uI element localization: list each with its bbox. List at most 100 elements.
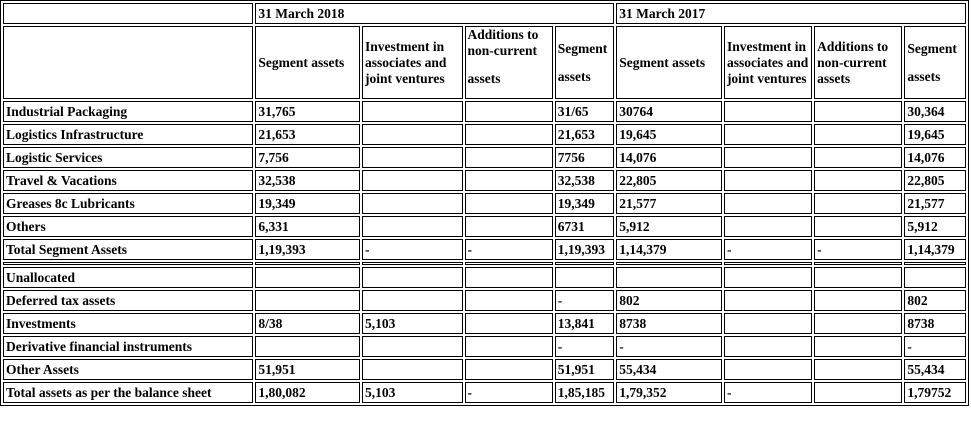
table-row: Travel & Vacations 32,538 32,538 22,805 22,8…	[3, 170, 966, 191]
table-cell	[361, 267, 463, 288]
table-cell	[464, 336, 553, 357]
table-cell: -	[554, 336, 615, 357]
row-label: Deferred tax assets	[3, 290, 254, 311]
header-blank-cell	[3, 26, 254, 99]
table-cell: 13,841	[554, 313, 615, 334]
row-label: Greases 8c Lubricants	[3, 193, 254, 214]
table-cell: 6731	[554, 216, 615, 237]
table-cell	[361, 124, 463, 145]
table-cell	[814, 313, 903, 334]
table-cell: 32,538	[255, 170, 360, 191]
table-cell	[464, 216, 553, 237]
table-cell: 8/38	[255, 313, 360, 334]
table-cell: 51,951	[255, 359, 360, 380]
table-cell	[361, 359, 463, 380]
table-cell	[361, 216, 463, 237]
separator-cell	[554, 262, 615, 265]
table-cell: -	[464, 239, 553, 260]
header-blank-cell	[3, 3, 254, 24]
table-row: Derivative financial instruments - - -	[3, 336, 966, 357]
table-cell: 55,434	[616, 359, 722, 380]
col-2018-additions-label: Additions to non-current	[467, 27, 539, 58]
table-cell: 1,79,352	[616, 382, 722, 403]
table-cell	[464, 359, 553, 380]
table-cell	[464, 290, 553, 311]
table-cell	[255, 290, 360, 311]
table-cell: 21,653	[554, 124, 615, 145]
table-cell	[723, 193, 813, 214]
table-cell	[723, 124, 813, 145]
separator-cell	[814, 262, 903, 265]
table-cell: 32,538	[554, 170, 615, 191]
table-cell: 8738	[616, 313, 722, 334]
table-cell	[361, 336, 463, 357]
table-cell	[814, 382, 903, 403]
table-cell: 21,653	[255, 124, 360, 145]
row-label: Unallocated	[3, 267, 254, 288]
table-cell: -	[814, 239, 903, 260]
header-row-periods: 31 March 2018 31 March 2017	[3, 3, 966, 24]
table-cell	[554, 267, 615, 288]
table-cell	[814, 336, 903, 357]
table-cell: -	[554, 290, 615, 311]
segment-assets-table: 31 March 2018 31 March 2017 Segment asse…	[0, 0, 969, 406]
col-2018-segment-assets-label: assets	[557, 68, 591, 84]
table-row: Investments 8/38 5,103 13,841 8738 8738	[3, 313, 966, 334]
table-cell	[464, 124, 553, 145]
col-2018-segment-total: Segment assets	[554, 26, 615, 99]
row-label: Logistic Services	[3, 147, 254, 168]
table-row: Deferred tax assets -802 802	[3, 290, 966, 311]
table-cell	[814, 147, 903, 168]
row-label: Others	[3, 216, 254, 237]
table-cell	[814, 267, 903, 288]
table-row: Industrial Packaging 31,765 31/65 30764 30,3…	[3, 101, 966, 122]
table-cell	[904, 267, 966, 288]
table-cell: 5,912	[616, 216, 722, 237]
col-2017-segment-assets: Segment assets	[616, 26, 722, 99]
table-cell: 6,331	[255, 216, 360, 237]
table-cell: 21,577	[616, 193, 722, 214]
table-cell	[814, 216, 903, 237]
table-cell: 55,434	[904, 359, 966, 380]
table-cell: -	[361, 239, 463, 260]
table-cell	[723, 313, 813, 334]
separator-cell	[3, 262, 254, 265]
table-row: Unallocated	[3, 267, 966, 288]
row-label: Travel & Vacations	[3, 170, 254, 191]
table-cell: 22,805	[616, 170, 722, 191]
table-cell: 51,951	[554, 359, 615, 380]
table-row: Total assets as per the balance sheet 1,8…	[3, 382, 966, 403]
table-cell: 8738	[904, 313, 966, 334]
table-cell	[361, 147, 463, 168]
table-cell: 1,14,379	[904, 239, 966, 260]
table-row: Logistics Infrastructure 21,653 21,653 19,6…	[3, 124, 966, 145]
col-2018-segment-label: Segment	[557, 40, 608, 56]
table-row: Total Segment Assets 1,19,393- -1,19,393 1,…	[3, 239, 966, 260]
table-cell: 22,805	[904, 170, 966, 191]
col-2018-investment-associates: Investment in associates and joint ventu…	[361, 26, 463, 99]
separator-cell	[723, 262, 813, 265]
table-cell: 31/65	[554, 101, 615, 122]
table-row: Greases 8c Lubricants 19,349 19,349 21,577 2…	[3, 193, 966, 214]
table-cell	[723, 147, 813, 168]
table-row: Other Assets 51,951 51,951 55,434 55,434	[3, 359, 966, 380]
table-cell	[814, 170, 903, 191]
header-row-columns: Segment assets Investment in associates …	[3, 26, 966, 99]
table-cell	[464, 313, 553, 334]
table-cell	[464, 193, 553, 214]
table-cell: 1,14,379	[616, 239, 722, 260]
table-cell	[361, 290, 463, 311]
table-cell: 14,076	[616, 147, 722, 168]
table-cell: 19,645	[904, 124, 966, 145]
table-cell: 14,076	[904, 147, 966, 168]
col-2017-segment-total: Segment assets	[904, 26, 966, 99]
col-2017-investment-associates: Investment in associates and joint ventu…	[723, 26, 813, 99]
table-cell: 802	[904, 290, 966, 311]
table-cell	[814, 359, 903, 380]
row-label: Investments	[3, 313, 254, 334]
table-cell	[464, 170, 553, 191]
table-cell: 30,364	[904, 101, 966, 122]
row-label: Total assets as per the balance sheet	[3, 382, 254, 403]
table-cell	[723, 101, 813, 122]
separator-cell	[464, 262, 553, 265]
